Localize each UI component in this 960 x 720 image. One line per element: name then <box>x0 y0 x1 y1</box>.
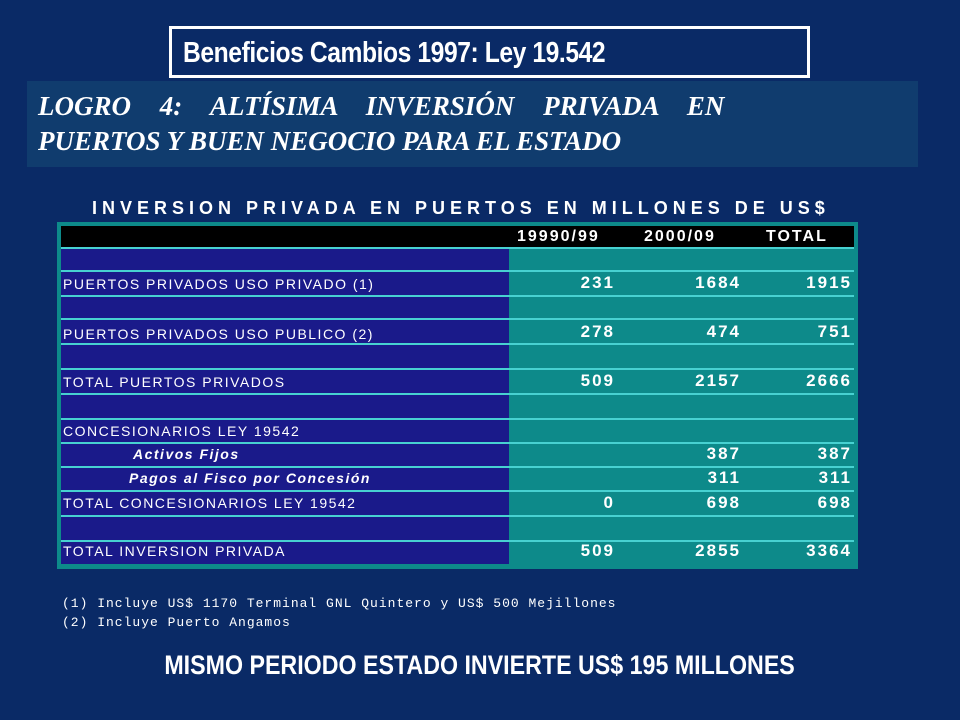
logro-line-1: LOGRO 4: ALTÍSIMA INVERSIÓN PRIVADA EN <box>38 91 725 121</box>
table-title: INVERSION PRIVADA EN PUERTOS EN MILLONES… <box>92 198 830 218</box>
cell-total: 1915 <box>806 273 852 292</box>
footnotes: (1) Incluye US$ 1170 Terminal GNL Quinte… <box>62 594 616 632</box>
cell-total: 3364 <box>806 541 852 560</box>
header-period-1: 19990/99 <box>517 228 600 245</box>
footnote-1: (1) Incluye US$ 1170 Terminal GNL Quinte… <box>62 596 617 611</box>
cell-period-2: 1684 <box>695 273 741 292</box>
cell-period-2: 698 <box>706 493 741 512</box>
cell-total: 698 <box>817 493 852 512</box>
row-label: CONCESIONARIOS LEY 19542 <box>63 423 301 439</box>
row-divider <box>61 368 854 370</box>
cell-total: 311 <box>818 468 852 487</box>
logro-banner: LOGRO 4: ALTÍSIMA INVERSIÓN PRIVADA EN P… <box>27 81 918 167</box>
row-divider <box>61 247 854 249</box>
row-divider <box>61 490 854 492</box>
row-divider <box>61 418 854 420</box>
row-divider <box>61 515 854 517</box>
cell-total: 387 <box>817 444 852 463</box>
cell-period-1: 0 <box>603 493 615 512</box>
row-label: PUERTOS PRIVADOS USO PRIVADO (1) <box>63 276 375 292</box>
footer-text: MISMO PERIODO ESTADO INVIERTE US$ 195 MI… <box>164 650 796 680</box>
cell-period-2: 2855 <box>695 541 741 560</box>
row-label: TOTAL INVERSION PRIVADA <box>63 543 287 559</box>
cell-period-1: 278 <box>580 322 615 341</box>
cell-period-2: 387 <box>706 444 741 463</box>
cell-period-1: 231 <box>580 273 615 292</box>
footer-statement: MISMO PERIODO ESTADO INVIERTE US$ 195 MI… <box>0 650 960 681</box>
cell-period-1: 509 <box>580 371 615 390</box>
row-divider <box>61 442 854 444</box>
row-divider <box>61 318 854 320</box>
label-column-bg <box>61 249 509 564</box>
cell-total: 2666 <box>806 371 852 390</box>
row-divider <box>61 393 854 395</box>
header-total: TOTAL <box>766 228 828 245</box>
table-header: 19990/99 2000/09 TOTAL <box>61 226 854 249</box>
row-label: TOTAL PUERTOS PRIVADOS <box>63 374 286 390</box>
footnote-2: (2) Incluye Puerto Angamos <box>62 615 291 630</box>
row-label: TOTAL CONCESIONARIOS LEY 19542 <box>63 495 357 511</box>
cell-period-2: 2157 <box>695 371 741 390</box>
investment-table: 19990/99 2000/09 TOTAL PUERTOS PRIVADOS … <box>57 222 858 569</box>
row-divider <box>61 540 854 542</box>
row-label: Pagos al Fisco por Concesión <box>129 470 371 486</box>
row-label: Activos Fijos <box>133 446 240 462</box>
header-period-2: 2000/09 <box>644 228 716 245</box>
logro-line-2: PUERTOS Y BUEN NEGOCIO PARA EL ESTADO <box>38 126 622 156</box>
cell-period-2: 474 <box>706 322 741 341</box>
cell-period-1: 509 <box>580 541 615 560</box>
row-label: PUERTOS PRIVADOS USO PUBLICO (2) <box>63 326 374 342</box>
cell-period-2: 311 <box>707 468 741 487</box>
cell-total: 751 <box>817 322 852 341</box>
slide-title-box: Beneficios Cambios 1997: Ley 19.542 <box>169 26 810 78</box>
row-divider <box>61 295 854 297</box>
row-divider <box>61 466 854 468</box>
row-divider <box>61 270 854 272</box>
row-divider <box>61 343 854 345</box>
slide-title: Beneficios Cambios 1997: Ley 19.542 <box>183 37 606 69</box>
